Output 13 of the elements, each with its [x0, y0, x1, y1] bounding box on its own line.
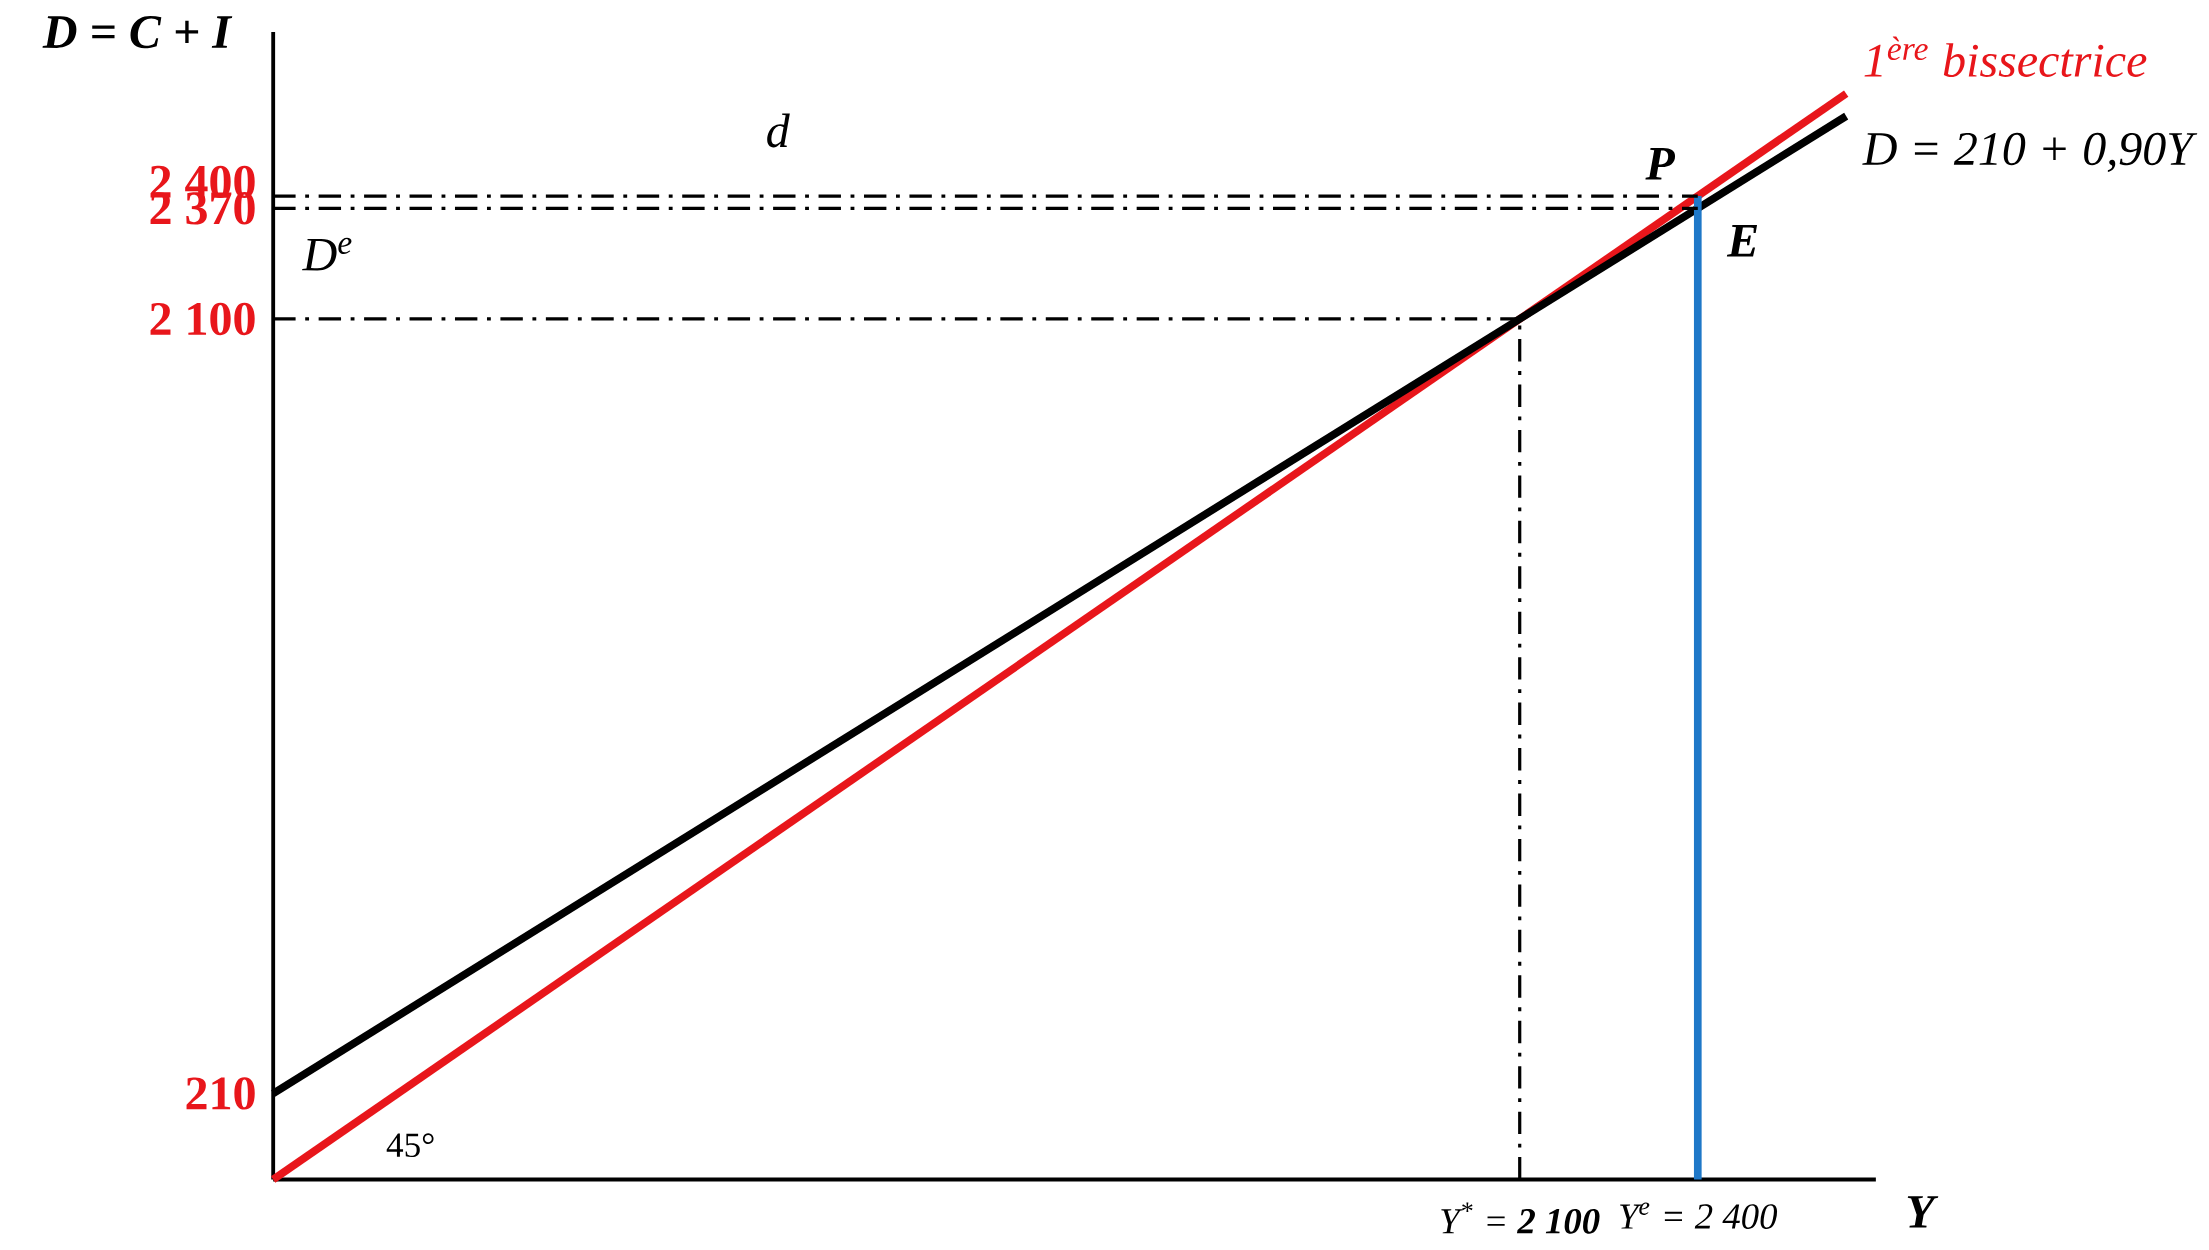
annotation: D$^{e}$ — [302, 237, 352, 271]
y-tick-label: 2 100 — [150, 302, 255, 336]
y-tick-label: 210 — [186, 1077, 255, 1110]
series-label: 1$^{ère}$ bissectrice — [1864, 36, 2147, 78]
y-axis-title: D = C + I — [42, 16, 233, 49]
annotation: 45° — [386, 1133, 434, 1158]
x-tick-label: Y$^{*}$ = 2 100 — [1441, 1202, 1600, 1234]
annotation: d — [767, 113, 790, 148]
annotation: E — [1726, 225, 1758, 257]
annotation: P — [1645, 148, 1676, 180]
x-tick-label: Y$^{e}$ = 2 400 — [1620, 1202, 1778, 1230]
series-label: D = 210 + 0,90Y — [1862, 132, 2198, 173]
x-axis-title: Y — [1907, 1196, 1939, 1228]
